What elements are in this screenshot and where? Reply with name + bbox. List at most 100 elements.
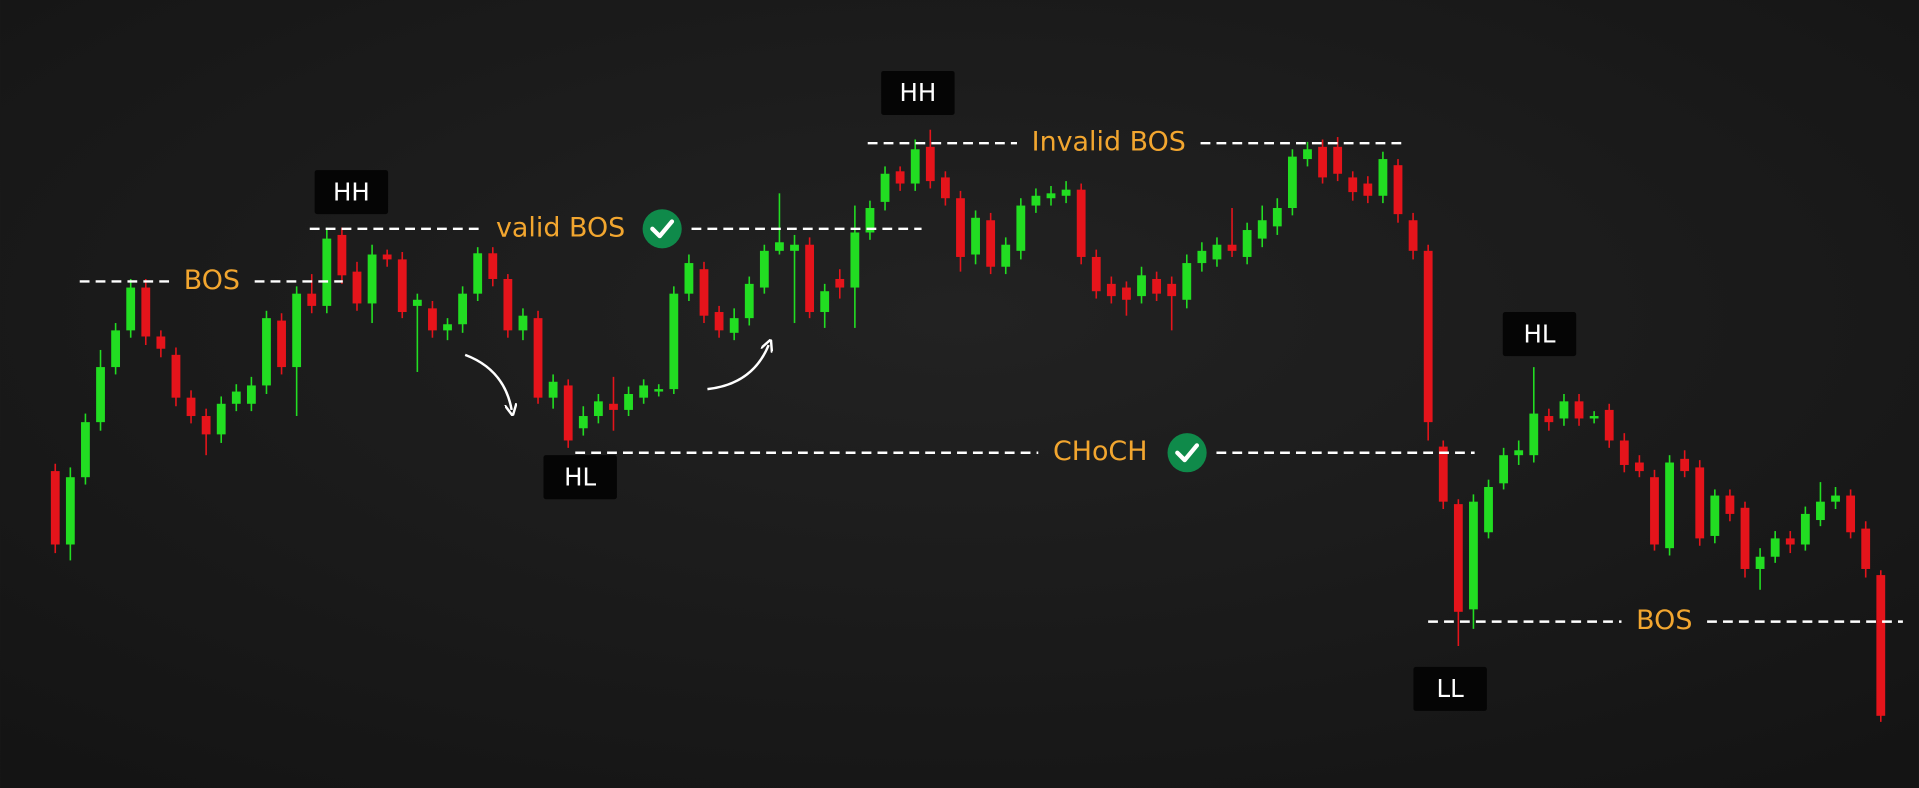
candle-body — [1846, 495, 1856, 533]
candle-body — [729, 318, 739, 333]
candle-body — [1740, 507, 1750, 569]
level-label: BOS — [1636, 605, 1692, 636]
candle-body — [337, 234, 347, 276]
candle-body — [1242, 230, 1252, 257]
candle-body — [262, 318, 271, 386]
candle-body — [1861, 528, 1871, 569]
candle-body — [1393, 165, 1403, 215]
swing-label: HL — [1523, 319, 1555, 348]
candle-body — [231, 391, 241, 404]
candle-body — [669, 293, 679, 390]
check-icon — [1175, 443, 1200, 463]
candle-body — [50, 471, 60, 545]
candle-body — [1212, 244, 1222, 260]
candle-body — [1770, 538, 1780, 557]
candle-body — [1167, 283, 1177, 297]
candle-body — [744, 283, 754, 319]
candle-body — [458, 293, 468, 325]
check-icon — [650, 219, 675, 239]
level-label: valid BOS — [496, 212, 625, 243]
candle-body — [216, 403, 226, 435]
candle-body — [1695, 467, 1705, 539]
candle-body — [246, 385, 256, 404]
candle-body — [156, 336, 166, 349]
candle-body — [382, 254, 392, 260]
candle-body — [126, 287, 136, 331]
candle-body — [1303, 149, 1312, 160]
swing-label: LL — [1437, 674, 1465, 703]
candle-body — [397, 259, 407, 313]
candle-body — [473, 253, 483, 294]
candle-body — [428, 308, 437, 331]
candle-body — [684, 263, 694, 294]
candle-body — [1755, 556, 1765, 569]
candle-body — [1438, 446, 1448, 502]
candle-body — [624, 394, 633, 410]
candle-body — [1287, 156, 1297, 209]
candle-body — [352, 271, 362, 304]
candle-body — [1589, 416, 1599, 419]
candle-body — [865, 208, 875, 233]
candle-body — [820, 291, 830, 313]
candle-body — [186, 397, 196, 417]
candle-body — [1876, 575, 1886, 716]
candle-body — [593, 401, 603, 417]
candle-body — [1665, 462, 1674, 549]
candle-body — [1725, 495, 1735, 514]
candle-body — [1152, 278, 1162, 294]
level-label: BOS — [184, 265, 240, 296]
candle-body — [956, 198, 965, 257]
candle-body — [790, 244, 799, 251]
candle-body — [1469, 501, 1478, 610]
candle-body — [171, 354, 181, 398]
candle-body — [895, 171, 905, 184]
swing-label: HH — [899, 78, 936, 107]
candle-body — [1604, 409, 1614, 441]
candle-body — [1544, 416, 1554, 423]
candle-body — [910, 149, 920, 184]
candle-body — [1574, 401, 1584, 419]
level-label: Invalid BOS — [1032, 127, 1186, 158]
candle-body — [1106, 283, 1116, 297]
candle-body — [805, 244, 815, 313]
candle-body — [1680, 458, 1690, 472]
candle-body — [1408, 220, 1418, 251]
candle-body — [1091, 256, 1101, 292]
candle-body — [1559, 401, 1569, 419]
candle-body — [81, 422, 90, 478]
candle-body — [1423, 250, 1433, 423]
candle-body — [322, 238, 332, 306]
check-icon — [642, 209, 682, 249]
candle-body — [1785, 538, 1795, 545]
candle-body — [986, 220, 996, 267]
candle-body — [699, 269, 709, 316]
candle-body — [1001, 244, 1011, 267]
candle-body — [1514, 450, 1524, 456]
candle-body — [1499, 455, 1509, 484]
candle-body — [518, 315, 528, 331]
candle-body — [1529, 413, 1539, 456]
arrow — [707, 345, 768, 391]
candle-body — [412, 299, 422, 306]
candle-body — [835, 278, 845, 288]
candle-body — [563, 385, 573, 441]
candle-body — [1227, 244, 1237, 251]
candle-body — [1137, 275, 1146, 297]
candle-body — [1619, 440, 1629, 465]
candle-body — [1363, 183, 1373, 196]
swing-box — [1413, 666, 1487, 711]
candle-body — [1122, 287, 1131, 300]
candle-body — [1710, 495, 1720, 536]
candle-body — [714, 312, 724, 331]
swing-box — [1502, 312, 1577, 357]
candle-body — [1016, 205, 1026, 251]
candle-body — [1333, 146, 1343, 174]
candle-body — [292, 293, 302, 368]
candle-body — [759, 250, 769, 288]
candle-body — [1318, 146, 1327, 178]
candle-body — [578, 416, 588, 429]
candle-body — [1816, 501, 1825, 521]
